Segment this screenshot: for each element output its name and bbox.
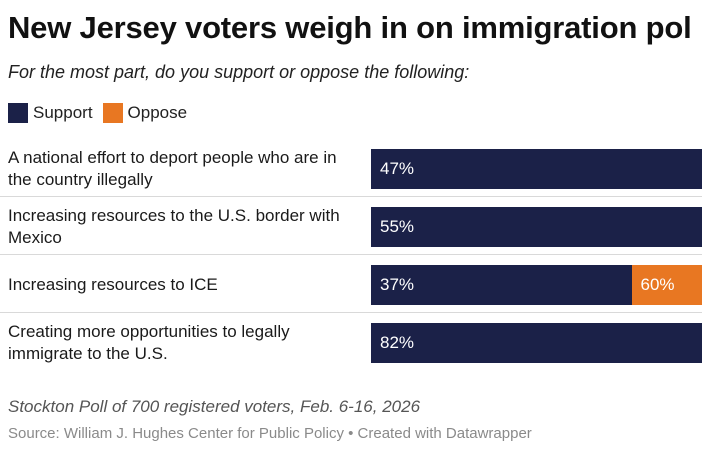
category-label: Creating more opportunities to legally i… bbox=[8, 322, 290, 363]
bar-support bbox=[371, 323, 702, 363]
legend-swatch-oppose bbox=[102, 103, 123, 123]
chart-row: A national effort to deport people who a… bbox=[0, 140, 702, 198]
chart-row: Increasing resources to ICE 37% 60% bbox=[0, 256, 702, 314]
legend-swatch-support bbox=[8, 103, 28, 123]
chart-row: Creating more opportunities to legally i… bbox=[0, 314, 702, 372]
row-divider bbox=[0, 312, 702, 313]
bar-track: 37% 60% bbox=[371, 265, 702, 305]
row-divider bbox=[0, 196, 702, 197]
bar-support bbox=[371, 149, 702, 189]
data-label-support: 55% bbox=[380, 217, 415, 236]
bar-track: 47%47% bbox=[371, 149, 702, 189]
bar-track: 82% bbox=[371, 323, 702, 363]
bar-support bbox=[371, 207, 702, 247]
row-divider bbox=[0, 254, 702, 255]
legend-item-support: Support bbox=[8, 103, 93, 123]
chart-source: Source: William J. Hughes Center for Pub… bbox=[8, 425, 532, 442]
legend-label-support: Support bbox=[33, 103, 93, 122]
chart-title: New Jersey voters weigh in on immigratio… bbox=[8, 10, 692, 45]
chart-subtitle: For the most part, do you support or opp… bbox=[8, 62, 470, 82]
legend-label-oppose: Oppose bbox=[127, 103, 188, 122]
chart-row: Increasing resources to the U.S. border … bbox=[0, 198, 702, 256]
chart-note: Stockton Poll of 700 registered voters, … bbox=[8, 397, 421, 416]
category-label: Increasing resources to ICE bbox=[8, 275, 218, 294]
bar-support bbox=[371, 265, 632, 305]
category-label: Increasing resources to the U.S. border … bbox=[8, 206, 340, 247]
legend: Support Oppose bbox=[8, 103, 197, 123]
data-label-support: 37% bbox=[380, 275, 415, 294]
category-label: A national effort to deport people who a… bbox=[8, 148, 337, 189]
bar-track: 55%34% bbox=[371, 207, 702, 247]
data-label-oppose: 60% bbox=[640, 275, 675, 294]
legend-item-oppose: Oppose bbox=[102, 103, 188, 123]
bar-oppose bbox=[631, 265, 702, 305]
data-label-support: 82% bbox=[380, 333, 415, 352]
data-label-support: 47% bbox=[380, 159, 415, 178]
